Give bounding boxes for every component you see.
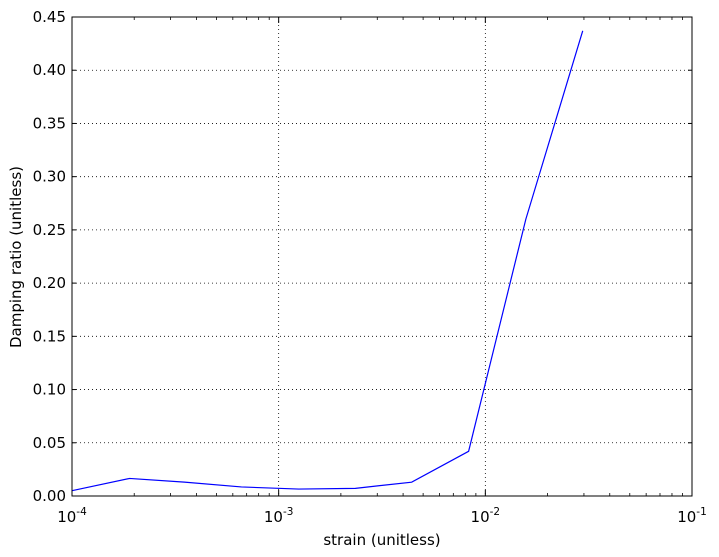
y-tick-label: 0.30 [33, 168, 66, 186]
x-tick-base: 10 [471, 508, 490, 526]
series-layer [71, 30, 584, 492]
y-tick-labels: 0.00 0.05 0.10 0.15 0.20 0.25 0.30 0.35 0.40 0.45 [33, 8, 66, 505]
x-tick-label: 10-2 [471, 506, 501, 526]
y-tick-label: 0.40 [33, 61, 66, 79]
x-tick-label: 10-3 [264, 506, 294, 526]
y-tick-label: 0.05 [33, 434, 66, 452]
y-tick-label: 0.45 [33, 8, 66, 26]
x-tick-labels: 10-4 10-3 10-2 10-1 [57, 506, 707, 526]
x-tick-label: 10-1 [677, 506, 707, 526]
ticks [71, 16, 693, 497]
y-axis-title: Damping ratio (unitless) [7, 166, 25, 348]
y-tick-label: 0.15 [33, 327, 66, 345]
x-tick-base: 10 [57, 508, 76, 526]
x-tick-exponent: -4 [76, 506, 87, 518]
x-tick-exponent: -3 [283, 506, 293, 518]
series-line [71, 30, 584, 492]
grid [72, 17, 692, 496]
y-tick-label: 0.00 [33, 487, 66, 505]
x-axis-title: strain (unitless) [323, 531, 440, 549]
y-tick-label: 0.20 [33, 274, 66, 292]
x-tick-label: 10-4 [57, 506, 87, 526]
y-tick-label: 0.25 [33, 221, 66, 239]
x-tick-exponent: -2 [490, 506, 500, 518]
y-tick-label: 0.35 [33, 114, 66, 132]
x-tick-base: 10 [264, 508, 283, 526]
x-tick-exponent: -1 [696, 506, 706, 518]
plot-frame [71, 16, 693, 497]
y-tick-label: 0.10 [33, 381, 66, 399]
x-tick-base: 10 [677, 508, 696, 526]
